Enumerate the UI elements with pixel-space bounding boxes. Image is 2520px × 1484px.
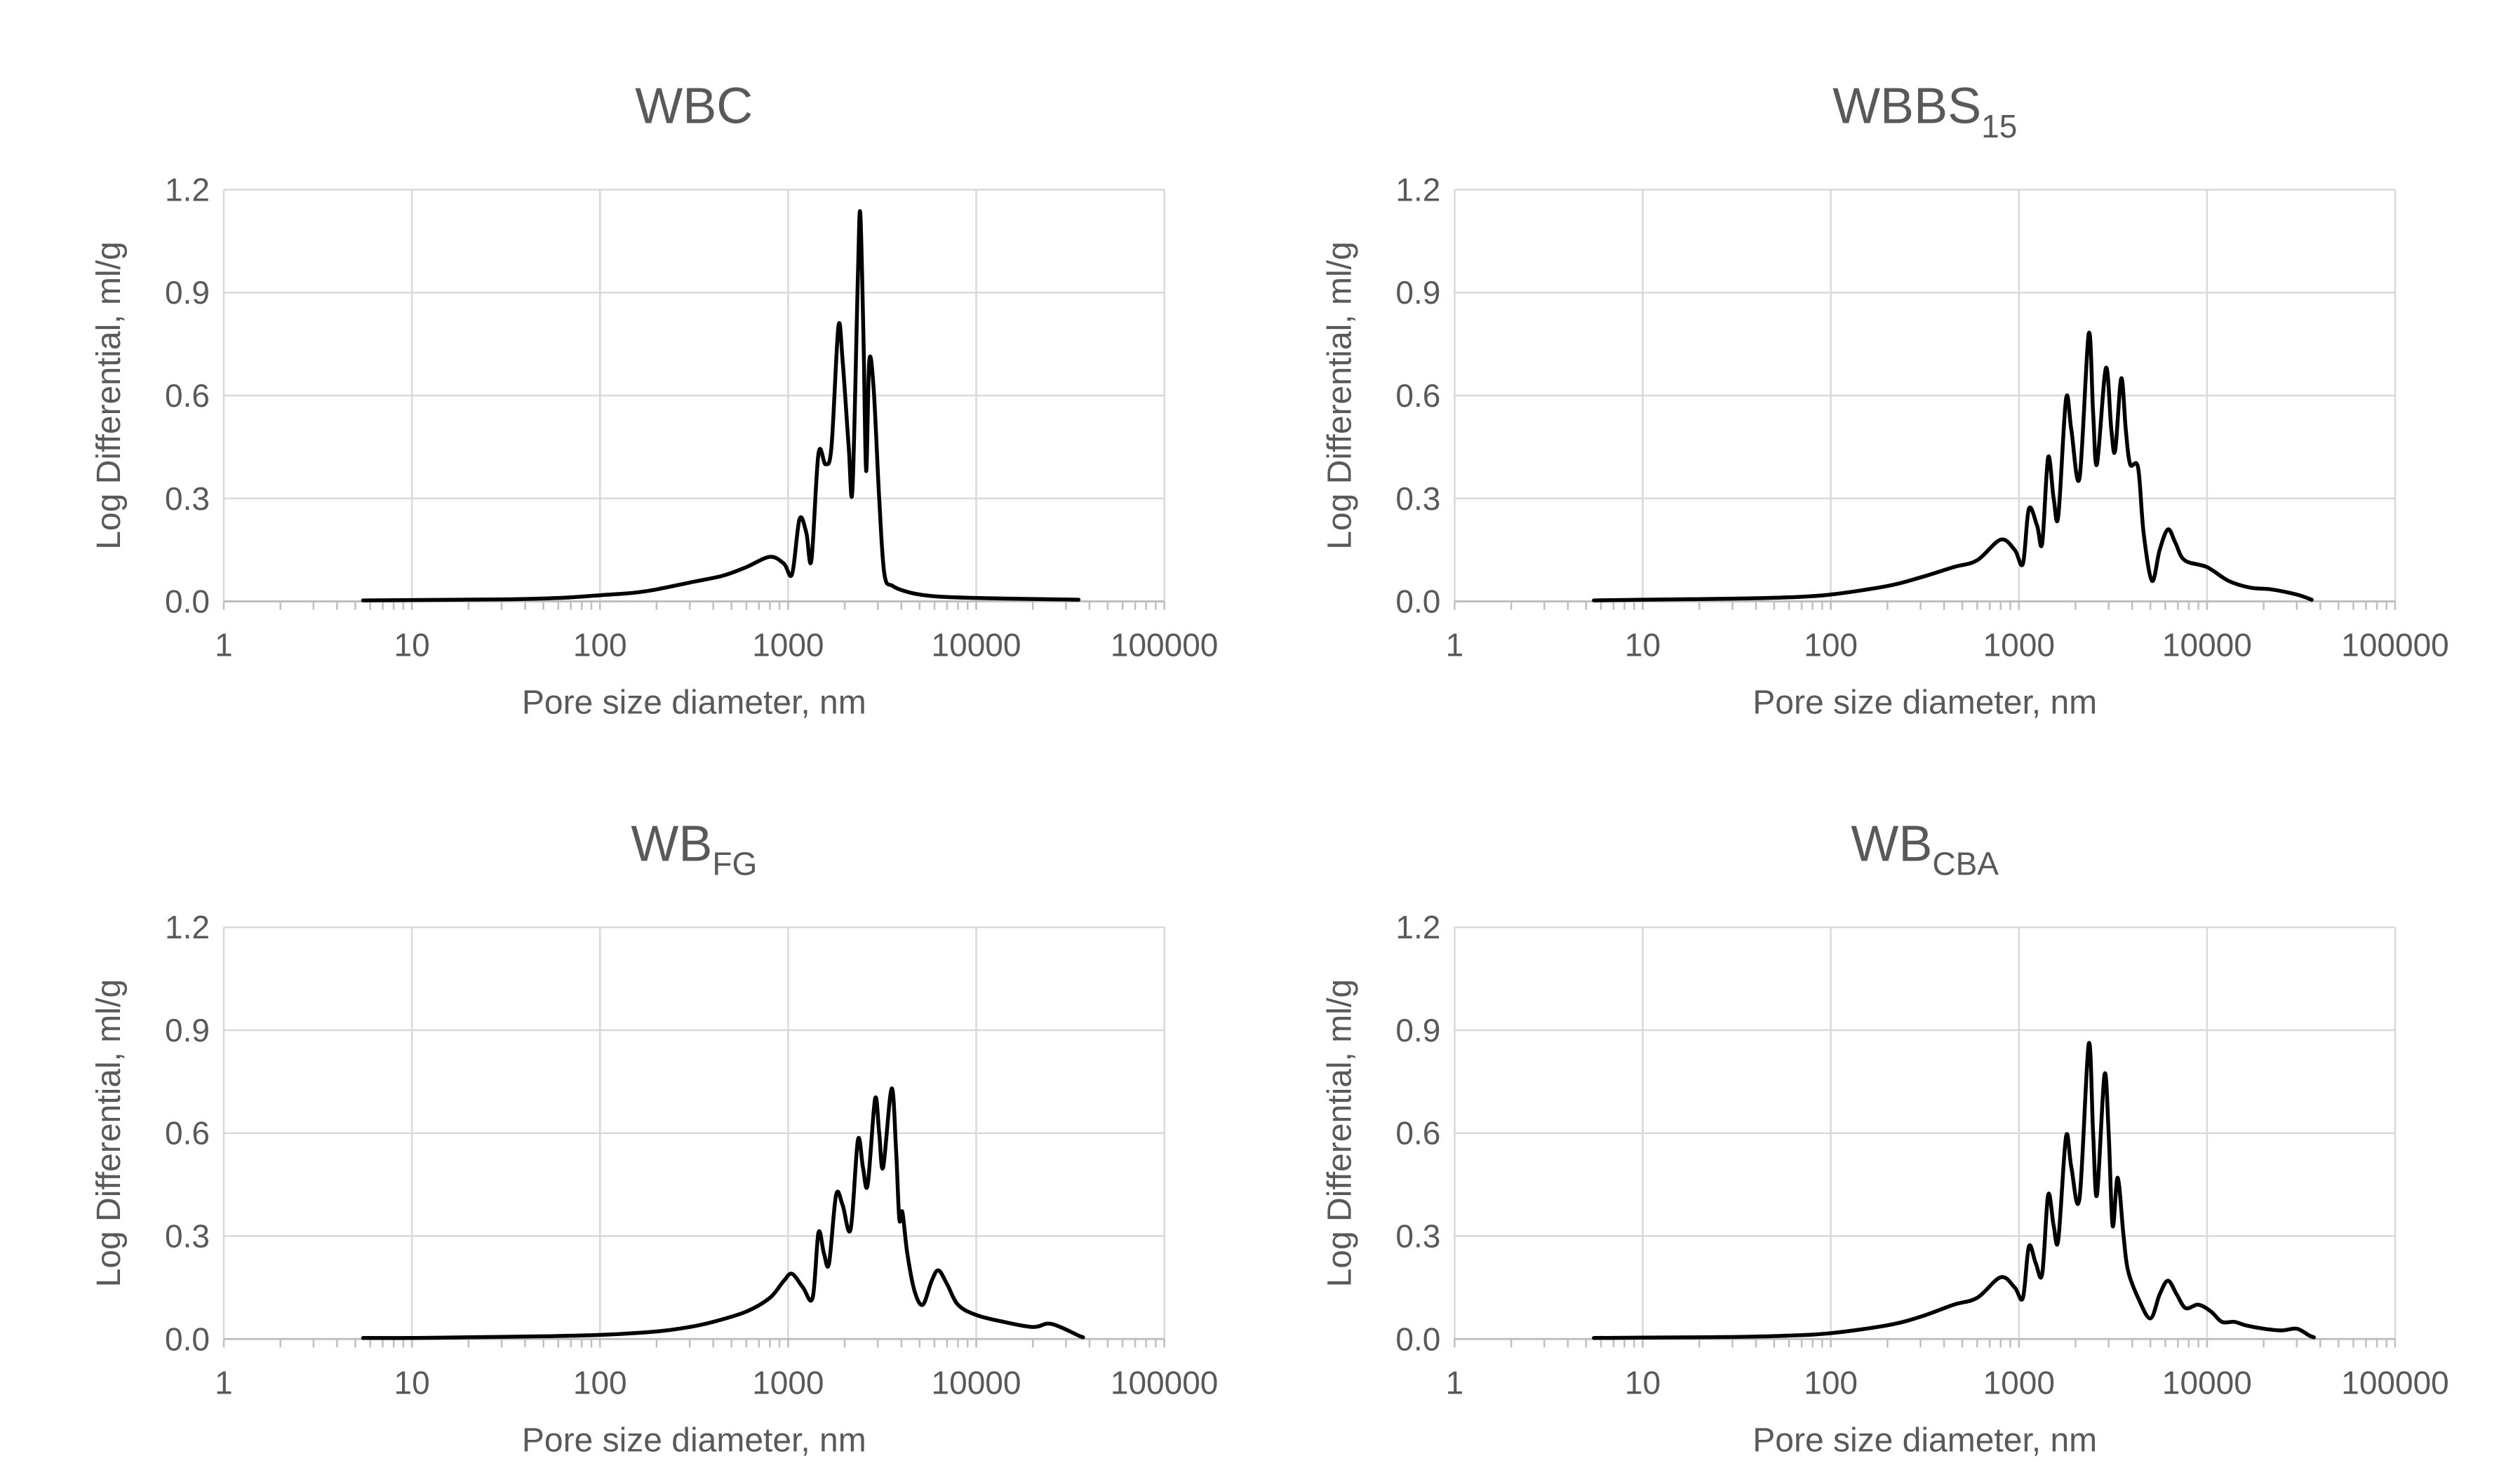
y-tick-label: 0.3: [1395, 480, 1440, 517]
y-tick-label: 0.3: [165, 1217, 210, 1254]
chart-title-subscript: 15: [1981, 108, 2017, 144]
x-tick-label: 10000: [932, 627, 1021, 663]
x-tick-label: 100000: [2341, 1364, 2449, 1401]
x-tick-label: 100: [1804, 1364, 1858, 1401]
x-tick-label: 1: [215, 1364, 233, 1401]
chart-title-main: WB: [1851, 816, 1932, 872]
y-tick-label: 1.2: [165, 171, 210, 208]
x-tick-label: 100000: [1111, 627, 1219, 663]
chart-panel-1: WBC 0.0 0.3 0.6 0.9 1.2 1 10 100 1000 10000 100000 P…: [91, 79, 1218, 722]
y-tick-label: 0.3: [165, 480, 210, 517]
y-axis-label: Log Differential, ml/g: [1321, 979, 1358, 1287]
x-tick-label: 10000: [932, 1364, 1021, 1401]
y-tick-label: 0.9: [165, 1012, 210, 1048]
chart-title-main: WBBS: [1832, 79, 1981, 135]
x-tick-label: 100: [573, 1364, 627, 1401]
x-tick-label: 10: [1625, 1364, 1661, 1401]
figure: WBC 0.0 0.3 0.6 0.9 1.2 1 10 100 1000 10000 100000 P…: [0, 0, 2520, 1484]
y-tick-label: 0.9: [1395, 1012, 1440, 1048]
series-line-WBBS15: [1594, 332, 2312, 600]
y-tick-label: 1.2: [165, 909, 210, 945]
x-tick-label: 10: [394, 627, 430, 663]
y-tick-label: 0.9: [165, 274, 210, 311]
chart-title: WBC: [635, 79, 753, 135]
x-tick-label: 1000: [752, 627, 824, 663]
y-tick-label: 0.6: [165, 377, 210, 414]
y-axis-label: Log Differential, ml/g: [91, 241, 128, 549]
chart-panel-2: WBBS15 0.0 0.3 0.6 0.9 1.2 1 10 100 1000 10000 1000…: [1321, 79, 2448, 722]
y-tick-label: 0.6: [1395, 377, 1440, 414]
x-tick-label: 100000: [2341, 627, 2449, 663]
chart-title-main: WB: [631, 816, 712, 872]
x-axis-label: Pore size diameter, nm: [1752, 1422, 2097, 1459]
chart-title: WBFG: [631, 816, 757, 882]
x-tick-label: 10: [1625, 627, 1661, 663]
chart-title-subscript: FG: [712, 846, 757, 882]
y-axis-label: Log Differential, ml/g: [91, 979, 128, 1287]
chart-title: WBCBA: [1851, 816, 1999, 882]
x-tick-label: 100: [573, 627, 627, 663]
chart-title-main: WBC: [635, 79, 753, 135]
y-tick-label: 0.6: [1395, 1115, 1440, 1152]
chart-title: WBBS15: [1832, 79, 2017, 144]
y-tick-label: 0.0: [165, 584, 210, 620]
y-tick-label: 0.0: [1395, 1321, 1440, 1357]
y-tick-label: 0.0: [1395, 584, 1440, 620]
x-tick-label: 1000: [752, 1364, 824, 1401]
x-tick-label: 10: [394, 1364, 430, 1401]
series-line-WBFG: [363, 1088, 1083, 1338]
chart-panel-3: WBFG 0.0 0.3 0.6 0.9 1.2 1 10 100 1000 10000 100000…: [91, 816, 1218, 1459]
y-tick-label: 0.3: [1395, 1217, 1440, 1254]
y-tick-label: 1.2: [1395, 909, 1440, 945]
x-tick-label: 1: [1446, 1364, 1464, 1401]
x-tick-label: 1: [1446, 627, 1464, 663]
y-tick-label: 0.0: [165, 1321, 210, 1357]
x-axis-label: Pore size diameter, nm: [1752, 684, 2097, 722]
y-tick-label: 0.6: [165, 1115, 210, 1152]
x-tick-label: 1000: [1983, 1364, 2055, 1401]
chart-title-subscript: CBA: [1932, 846, 1999, 882]
x-axis-label: Pore size diameter, nm: [522, 1422, 866, 1459]
series-line-WBCBA: [1594, 1043, 2314, 1338]
x-tick-label: 100000: [1111, 1364, 1219, 1401]
x-axis-label: Pore size diameter, nm: [522, 684, 866, 722]
y-axis-label: Log Differential, ml/g: [1321, 241, 1358, 549]
x-tick-label: 10000: [2162, 627, 2252, 663]
chart-panel-4: WBCBA 0.0 0.3 0.6 0.9 1.2 1 10 100 1000 10000 10000…: [1321, 816, 2448, 1459]
x-tick-label: 1000: [1983, 627, 2055, 663]
y-tick-label: 0.9: [1395, 274, 1440, 311]
x-tick-label: 1: [215, 627, 233, 663]
x-tick-label: 100: [1804, 627, 1858, 663]
x-tick-label: 10000: [2162, 1364, 2252, 1401]
series-line-WBC: [363, 211, 1078, 600]
y-tick-label: 1.2: [1395, 171, 1440, 208]
